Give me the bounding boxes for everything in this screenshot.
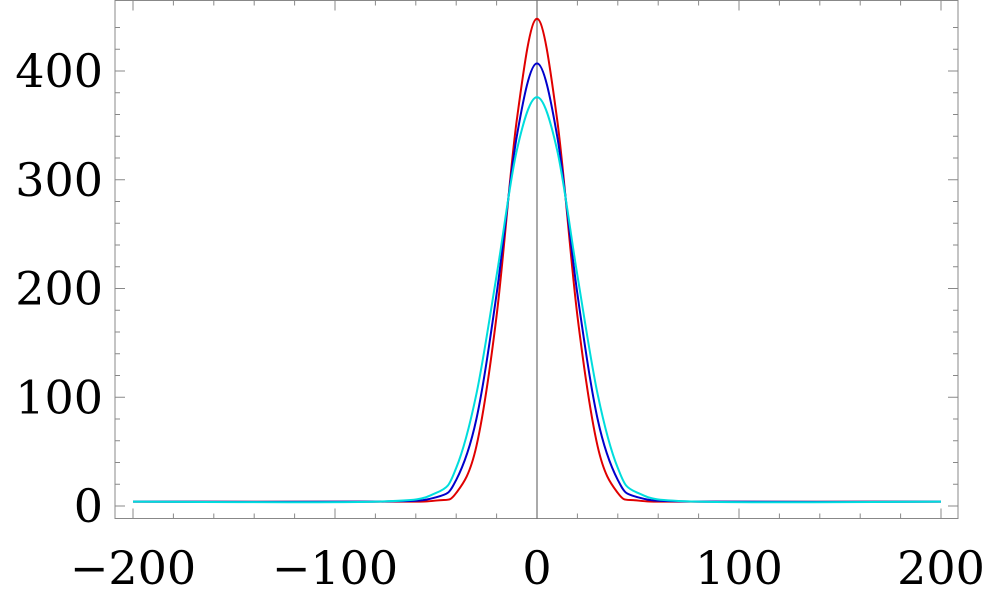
- series-line-3: [132, 96, 942, 504]
- x-tick-label: 100: [695, 541, 783, 595]
- y-tick-label: 400: [15, 44, 103, 98]
- x-tick-label: −200: [70, 541, 196, 595]
- y-tick-label: 0: [74, 479, 103, 533]
- series-group: [132, 17, 942, 504]
- x-tick-label: 0: [522, 541, 551, 595]
- x-tick-label: 200: [897, 541, 985, 595]
- minor-ticks: [115, 0, 958, 519]
- x-tick-label: −100: [272, 541, 398, 595]
- y-tick-label: 300: [15, 153, 103, 207]
- series-line-1: [132, 17, 942, 503]
- series-line-2: [132, 62, 942, 503]
- y-axis-ticks: 0 100 200 300 400: [15, 44, 958, 533]
- y-tick-label: 200: [15, 262, 103, 316]
- x-axis-ticks: −200 −100 0 100 200: [70, 0, 985, 595]
- y-tick-label: 100: [15, 370, 103, 424]
